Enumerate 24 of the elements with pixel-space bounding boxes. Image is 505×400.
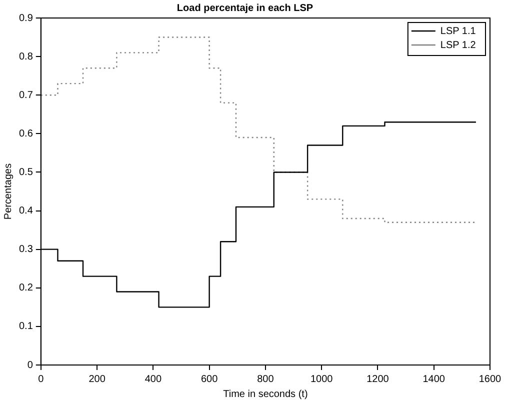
x-axis-title: Time in seconds (t) (223, 388, 308, 400)
x-tick-label: 600 (200, 374, 218, 385)
y-tick-label: 0.3 (18, 244, 34, 256)
x-tick-label: 400 (144, 374, 162, 385)
y-tick-label: 0.8 (18, 51, 34, 62)
y-axis-title: Percentages (2, 163, 14, 220)
legend-label: LSP 1.1 (440, 26, 476, 37)
y-tick-label: 0 (27, 360, 34, 371)
y-tick-label: 0.9 (18, 12, 34, 24)
chart-title: Load percentaje in each LSP (176, 2, 314, 14)
x-tick-label: 1600 (478, 374, 502, 385)
x-tick-label: 1200 (366, 374, 390, 385)
x-tick-label: 0 (38, 374, 44, 385)
y-tick-label: 0.7 (18, 90, 34, 101)
x-tick-label: 200 (88, 374, 106, 385)
x-tick-label: 1000 (310, 374, 334, 385)
legend-label: LSP 1.2 (440, 40, 476, 51)
y-tick-label: 0.5 (18, 166, 34, 178)
y-tick-label: 0.1 (18, 321, 34, 332)
x-tick-label: 800 (257, 374, 274, 385)
y-tick-label: 0.2 (18, 282, 34, 294)
y-tick-label: 0.4 (18, 206, 34, 217)
y-tick-label: 0.6 (18, 128, 34, 140)
x-tick-label: 1400 (422, 374, 446, 385)
